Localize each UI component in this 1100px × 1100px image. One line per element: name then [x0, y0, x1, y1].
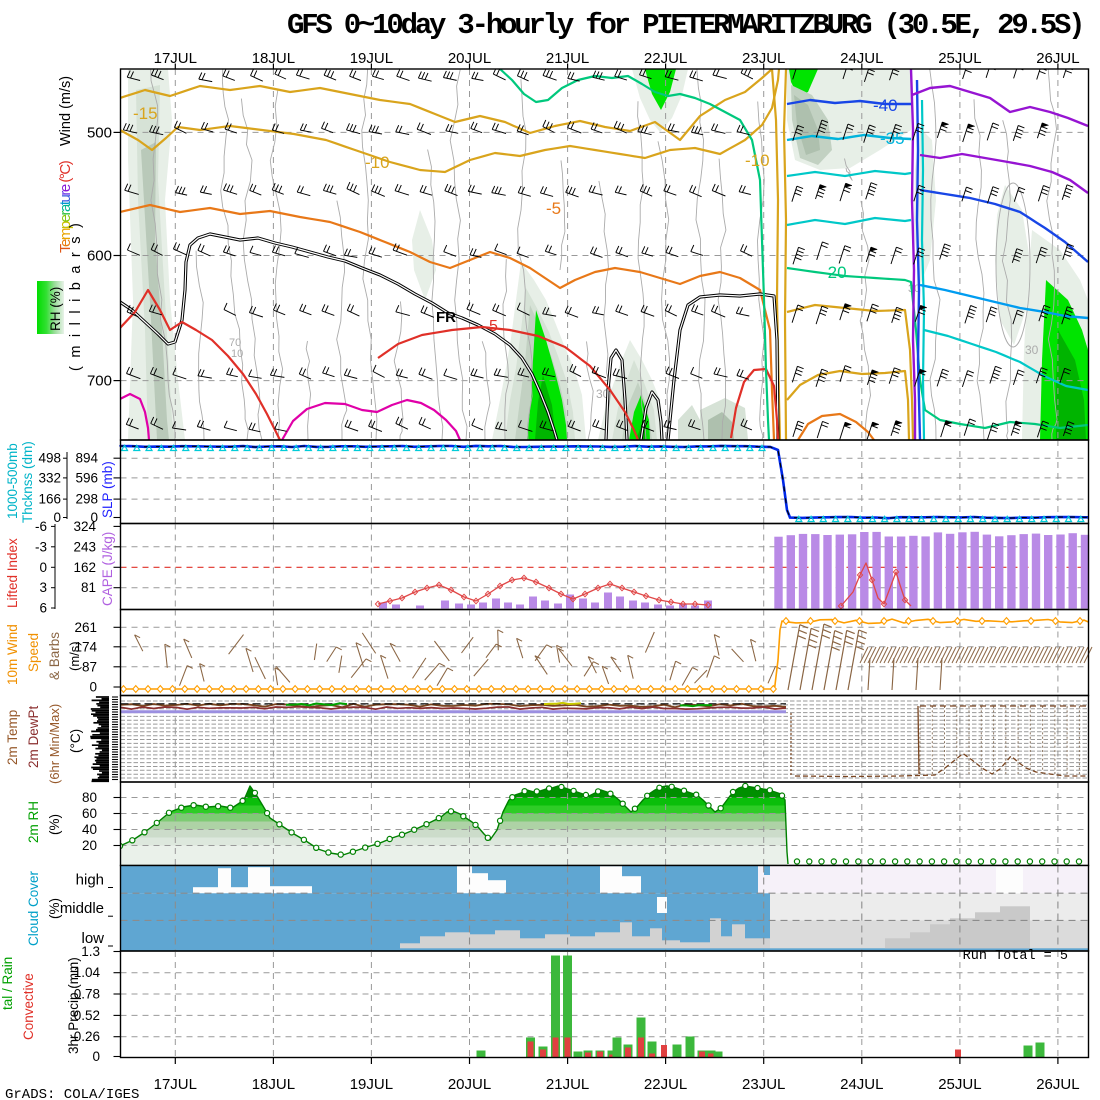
- svg-text:(°C): (°C): [68, 729, 83, 753]
- svg-text:80: 80: [82, 790, 97, 805]
- svg-text:324: 324: [73, 519, 96, 534]
- svg-text:-20: -20: [822, 263, 847, 282]
- svg-text:high: high: [76, 872, 104, 889]
- svg-text:GFS 0~10day 3-hourly for PIETE: GFS 0~10day 3-hourly for PIETERMARITZBUR…: [287, 9, 1082, 42]
- svg-text:CAPE (J/kg): CAPE (J/kg): [100, 532, 115, 606]
- svg-text:298: 298: [75, 492, 98, 507]
- svg-text:(m/s): (m/s): [67, 641, 82, 671]
- svg-text:& Barbs: & Barbs: [47, 632, 62, 680]
- svg-text:(millibars): (millibars): [68, 215, 84, 371]
- svg-text:SLP (mb): SLP (mb): [100, 461, 115, 518]
- svg-text:23JUL: 23JUL: [742, 1076, 785, 1093]
- svg-text:0: 0: [89, 680, 97, 695]
- svg-text:2m Temp: 2m Temp: [5, 710, 20, 765]
- svg-text:2m RH: 2m RH: [26, 801, 41, 843]
- svg-text:20JUL: 20JUL: [448, 1076, 491, 1093]
- svg-text:24JUL: 24JUL: [840, 50, 883, 67]
- svg-text:40: 40: [82, 822, 97, 837]
- svg-text:-35: -35: [880, 129, 905, 148]
- svg-text:Thcknss (dm): Thcknss (dm): [20, 441, 35, 523]
- svg-text:(%): (%): [47, 898, 62, 919]
- svg-text:700: 700: [87, 373, 112, 390]
- svg-text:162: 162: [73, 560, 96, 575]
- svg-text:-10: -10: [365, 153, 390, 172]
- svg-text:23JUL: 23JUL: [742, 50, 785, 67]
- svg-text:Convective: Convective: [21, 973, 36, 1040]
- svg-text:500: 500: [87, 124, 112, 141]
- svg-text:21JUL: 21JUL: [546, 1076, 589, 1093]
- svg-text:332: 332: [38, 470, 61, 485]
- svg-text:17JUL: 17JUL: [154, 1076, 197, 1093]
- svg-text:RH (%): RH (%): [48, 287, 63, 331]
- svg-text:-40: -40: [873, 96, 898, 115]
- svg-text:1.04: 1.04: [74, 965, 101, 980]
- svg-text:-6: -6: [35, 519, 47, 534]
- svg-text:6: 6: [39, 601, 47, 616]
- svg-text:70: 70: [229, 337, 241, 349]
- svg-text:19JUL: 19JUL: [350, 1076, 393, 1093]
- svg-text:498: 498: [38, 451, 61, 466]
- svg-text:1.3: 1.3: [81, 944, 100, 959]
- svg-text:894: 894: [75, 451, 98, 466]
- svg-text:tal / Rain: tal / Rain: [0, 957, 15, 1010]
- svg-text:0.52: 0.52: [74, 1008, 100, 1023]
- svg-text:Temperature (°C): Temperature (°C): [57, 160, 74, 253]
- svg-text:-5: -5: [546, 199, 561, 218]
- svg-text:5: 5: [489, 318, 498, 335]
- svg-text:18JUL: 18JUL: [252, 50, 295, 67]
- svg-text:0: 0: [39, 560, 47, 575]
- svg-text:596: 596: [75, 470, 98, 485]
- svg-text:(%): (%): [47, 814, 62, 835]
- svg-text:21JUL: 21JUL: [546, 50, 589, 67]
- svg-text:-15: -15: [133, 104, 158, 123]
- svg-text:Cloud Cover: Cloud Cover: [26, 870, 41, 946]
- svg-text:26JUL: 26JUL: [1036, 1076, 1079, 1093]
- svg-text:81: 81: [81, 580, 96, 595]
- svg-text:Speed: Speed: [26, 633, 41, 672]
- svg-text:26JUL: 26JUL: [1036, 50, 1079, 67]
- svg-text:-3: -3: [35, 539, 47, 554]
- svg-text:2m DewPt: 2m DewPt: [26, 705, 41, 768]
- svg-text:174: 174: [74, 639, 97, 654]
- svg-text:25JUL: 25JUL: [938, 1076, 981, 1093]
- svg-text:22JUL: 22JUL: [644, 1076, 687, 1093]
- svg-text:0: 0: [90, 510, 98, 525]
- svg-text:10m Wind: 10m Wind: [5, 624, 20, 685]
- svg-text:3: 3: [39, 580, 47, 595]
- svg-text:GrADS: COLA/IGES: GrADS: COLA/IGES: [5, 1087, 139, 1100]
- svg-text:1000-500mb: 1000-500mb: [5, 443, 20, 519]
- svg-text:Wind (m/s): Wind (m/s): [58, 76, 74, 146]
- svg-text:25JUL: 25JUL: [938, 50, 981, 67]
- svg-text:261: 261: [74, 620, 97, 635]
- svg-text:10: 10: [231, 348, 243, 360]
- svg-text:30: 30: [1025, 343, 1039, 357]
- svg-text:166: 166: [38, 492, 61, 507]
- svg-text:FR: FR: [436, 309, 456, 326]
- svg-text:(6hr Min/Max): (6hr Min/Max): [47, 704, 62, 784]
- svg-text:20JUL: 20JUL: [448, 50, 491, 67]
- svg-text:18JUL: 18JUL: [252, 1076, 295, 1093]
- svg-text:Run Total = 5: Run Total = 5: [963, 949, 1068, 964]
- svg-text:0: 0: [92, 1049, 100, 1064]
- svg-text:60: 60: [82, 806, 97, 821]
- svg-text:0.26: 0.26: [74, 1029, 100, 1044]
- svg-text:17JUL: 17JUL: [154, 50, 197, 67]
- svg-text:19JUL: 19JUL: [350, 50, 393, 67]
- svg-text:-10: -10: [745, 151, 770, 170]
- svg-text:0.78: 0.78: [74, 987, 100, 1002]
- svg-text:24JUL: 24JUL: [840, 1076, 883, 1093]
- svg-text:20: 20: [82, 838, 97, 853]
- svg-text:Lifted Index: Lifted Index: [5, 538, 20, 608]
- svg-text:0: 0: [53, 510, 61, 525]
- svg-text:3hr Precip (mm): 3hr Precip (mm): [66, 957, 81, 1054]
- svg-text:low: low: [81, 930, 104, 947]
- svg-text:243: 243: [73, 539, 96, 554]
- svg-text:middle: middle: [60, 900, 104, 917]
- svg-text:22JUL: 22JUL: [644, 50, 687, 67]
- svg-text:87: 87: [82, 659, 97, 674]
- svg-text:600: 600: [87, 248, 112, 265]
